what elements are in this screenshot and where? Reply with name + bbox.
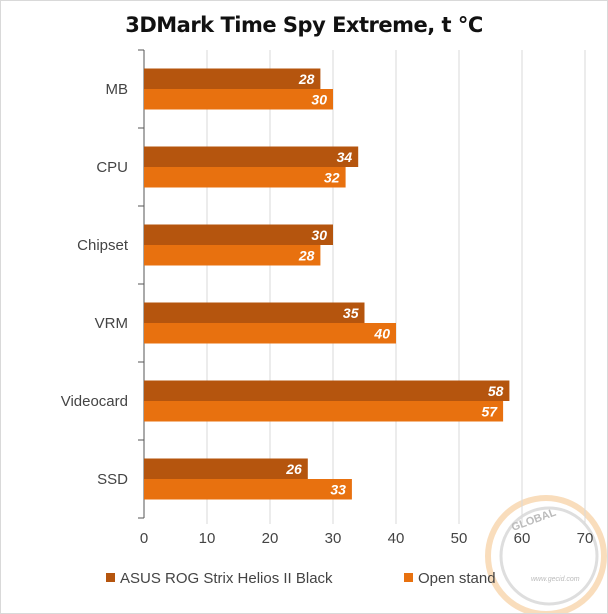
legend-swatch <box>404 573 413 582</box>
data-label: 34 <box>337 149 353 165</box>
data-label: 33 <box>330 481 346 497</box>
x-tick-label: 70 <box>577 530 594 547</box>
data-label: 26 <box>285 461 302 477</box>
data-label: 30 <box>311 91 327 107</box>
bar-asus <box>144 224 333 245</box>
category-label: CPU <box>96 159 128 176</box>
data-label: 40 <box>373 325 390 341</box>
x-tick-label: 10 <box>199 530 216 547</box>
x-tick-label: 40 <box>388 530 405 547</box>
data-label: 30 <box>311 227 327 243</box>
category-label: Videocard <box>61 393 128 410</box>
bar-open-stand <box>144 479 352 500</box>
legend-label: Open stand <box>418 570 496 587</box>
data-label: 32 <box>324 169 340 185</box>
x-tick-label: 30 <box>325 530 342 547</box>
category-label: MB <box>106 81 129 98</box>
chart-title: 3DMark Time Spy Extreme, t °C <box>125 13 483 37</box>
data-label: 28 <box>298 71 315 87</box>
bar-asus <box>144 68 321 89</box>
bar-open-stand <box>144 245 321 266</box>
bar-open-stand <box>144 401 504 422</box>
bar-open-stand <box>144 89 333 110</box>
category-label: VRM <box>95 315 128 332</box>
x-tick-label: 50 <box>451 530 468 547</box>
x-tick-label: 0 <box>140 530 148 547</box>
bar-open-stand <box>144 167 346 188</box>
watermark-logo <box>485 495 607 613</box>
x-tick-label: 60 <box>514 530 531 547</box>
watermark-logo-ring <box>499 506 599 606</box>
watermark-url: www.gecid.com <box>531 576 580 583</box>
bar-asus <box>144 380 510 401</box>
category-label: Chipset <box>77 237 129 254</box>
bar-open-stand <box>144 323 396 344</box>
bar-asus <box>144 146 359 167</box>
legend-swatch <box>106 573 115 582</box>
category-label: SSD <box>97 471 128 488</box>
data-label: 57 <box>482 403 499 419</box>
legend-label: ASUS ROG Strix Helios II Black <box>120 570 333 587</box>
data-label: 35 <box>343 305 359 321</box>
x-tick-label: 20 <box>262 530 279 547</box>
data-label: 58 <box>488 383 504 399</box>
bar-asus <box>144 458 308 479</box>
bar-asus <box>144 302 365 323</box>
data-label: 28 <box>298 247 315 263</box>
